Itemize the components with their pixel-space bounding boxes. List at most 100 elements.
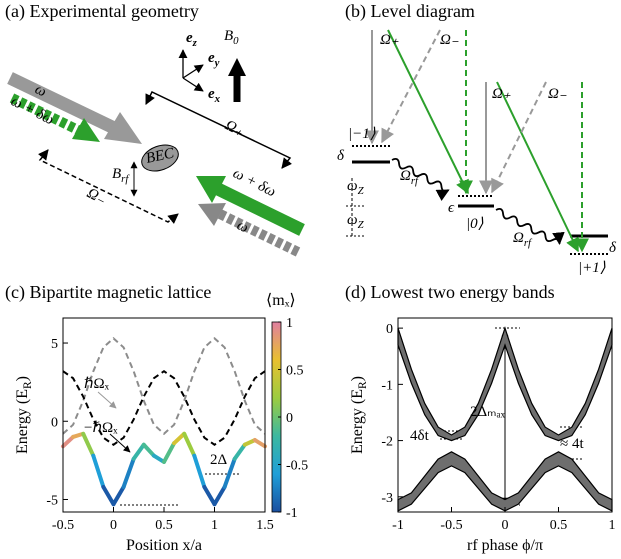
level-label-part: ω [347, 178, 358, 194]
x-tick-label: -0.5 [440, 518, 462, 533]
geometry-label-part: e [208, 50, 215, 66]
annotation-arrow [109, 433, 131, 453]
beam-omega-minus [381, 29, 441, 144]
y-tick-label: 0 [51, 415, 58, 430]
level-label: ωZ [347, 178, 365, 197]
beam-green-head [196, 176, 226, 203]
geometry-label: Ω₋ [84, 185, 108, 208]
omega-minus-path [37, 149, 179, 225]
beam-green-dashed [9, 93, 81, 135]
y-axis-label-part: R [357, 381, 369, 389]
level-label-part: Z [358, 185, 365, 197]
lattice-curve-segment [121, 456, 136, 489]
level-label-part: Z [358, 219, 365, 231]
omega-plus-path [145, 91, 293, 169]
geometry-label-part: B [224, 28, 233, 44]
beam-omega-minus [491, 81, 547, 194]
x-tick-label: 1 [609, 518, 616, 533]
geometry-label-part: e [208, 86, 215, 102]
lattice-curve-segment [182, 431, 197, 458]
colorbar-tick-label: 0 [286, 411, 293, 426]
panel-title: (d) Lowest two energy bands [345, 282, 555, 303]
annotation-arrow [97, 391, 117, 409]
geometry-label: B0 [224, 28, 239, 47]
annotation: 2Δₘₐₓ [470, 404, 506, 420]
y-tick-label: -3 [381, 491, 393, 506]
lattice-curve-segment [222, 456, 237, 489]
rf-coupling [495, 208, 565, 246]
lattice-curve-segment [101, 484, 116, 507]
panel-title: (c) Bipartite magnetic lattice [5, 282, 211, 303]
level-label-part: Ω [400, 168, 411, 184]
lattice-curve-segment [212, 484, 227, 507]
lattice-curve-segment [232, 442, 247, 461]
bec-cloud [141, 144, 179, 172]
potential-curve [63, 369, 265, 446]
annotation: ℏΩₓ [84, 376, 110, 392]
level-label: δ [609, 240, 617, 256]
level-label: δ [337, 148, 345, 164]
beam-green [215, 183, 305, 236]
geometry-label-part: y [213, 57, 220, 69]
level-label: Ω₋ [440, 32, 459, 48]
level-label: Ω₊ [380, 32, 399, 48]
x-tick-label: 0.5 [550, 518, 568, 533]
axis-ey [182, 64, 204, 79]
x-axis-label: Position x/a [126, 537, 202, 554]
lattice-curve-segment [131, 442, 146, 461]
geometry-label: ω [234, 217, 251, 236]
plot-frame [62, 317, 266, 513]
geometry-label: Ω₊ [222, 117, 246, 140]
lattice-curve-segment [61, 434, 76, 449]
y-tick-label: -2 [381, 435, 393, 450]
y-tick-label: -1 [381, 378, 393, 393]
level-label: ωZ [347, 212, 365, 231]
geometry-label-part: x [214, 93, 221, 105]
lattice-curve-segment [252, 438, 267, 449]
level-label: |+1⟩ [578, 260, 606, 276]
level-label-part: ω [347, 212, 358, 228]
x-tick-label: -0.5 [52, 518, 74, 533]
panel-b-drawing [346, 29, 608, 255]
x-tick-label: 0.5 [155, 518, 173, 533]
level-label: Ωrf [513, 230, 533, 249]
level-label: Ω₊ [492, 86, 511, 102]
geometry-label: ex [208, 86, 221, 105]
lattice-curve-segment [141, 442, 156, 458]
panel-title: (b) Level diagram [345, 1, 475, 22]
geometry-label-part: e [186, 30, 193, 46]
x-axis-label: rf phase ϕ/π [467, 537, 543, 554]
lattice-curve-segment [111, 484, 126, 507]
beam-omega-plus [387, 29, 469, 195]
y-tick-label: 0 [386, 322, 393, 337]
beam-green-dashed-head [72, 118, 100, 142]
lattice-curve-segment [202, 484, 217, 507]
lattice-curve-segment [192, 453, 207, 489]
beam-gray-head [104, 112, 142, 144]
y-axis-label-part: ) [14, 376, 31, 381]
y-axis-label: Energy (ER) [14, 376, 34, 454]
level-label-part: rf [411, 175, 420, 187]
beam-omega-plus [496, 81, 579, 253]
x-tick-label: 0 [110, 518, 117, 533]
geometry-label: BEC [145, 145, 177, 167]
beam-gray [7, 72, 115, 133]
axis-ex [182, 77, 204, 92]
geometry-label-part: 0 [233, 35, 239, 47]
x-tick-label: 0 [502, 518, 509, 533]
level-label: Ωrf [400, 168, 420, 187]
y-axis-label: Energy (ER) [349, 376, 369, 454]
annotation: 2Δ [210, 452, 228, 468]
geometry-label: Brf [112, 166, 130, 185]
beam-gray-dashed [217, 209, 301, 257]
y-tick-label: -5 [46, 493, 58, 508]
lattice-curve-segment [81, 431, 96, 458]
y-axis-label-part: Energy (E [349, 389, 366, 454]
annotation: ≈ 4t [560, 436, 584, 452]
y-axis-label-part: Energy (E [14, 389, 31, 454]
panel-c-guides [97, 391, 240, 506]
lattice-curve-segment [91, 453, 106, 489]
x-tick-label: -1 [392, 518, 404, 533]
